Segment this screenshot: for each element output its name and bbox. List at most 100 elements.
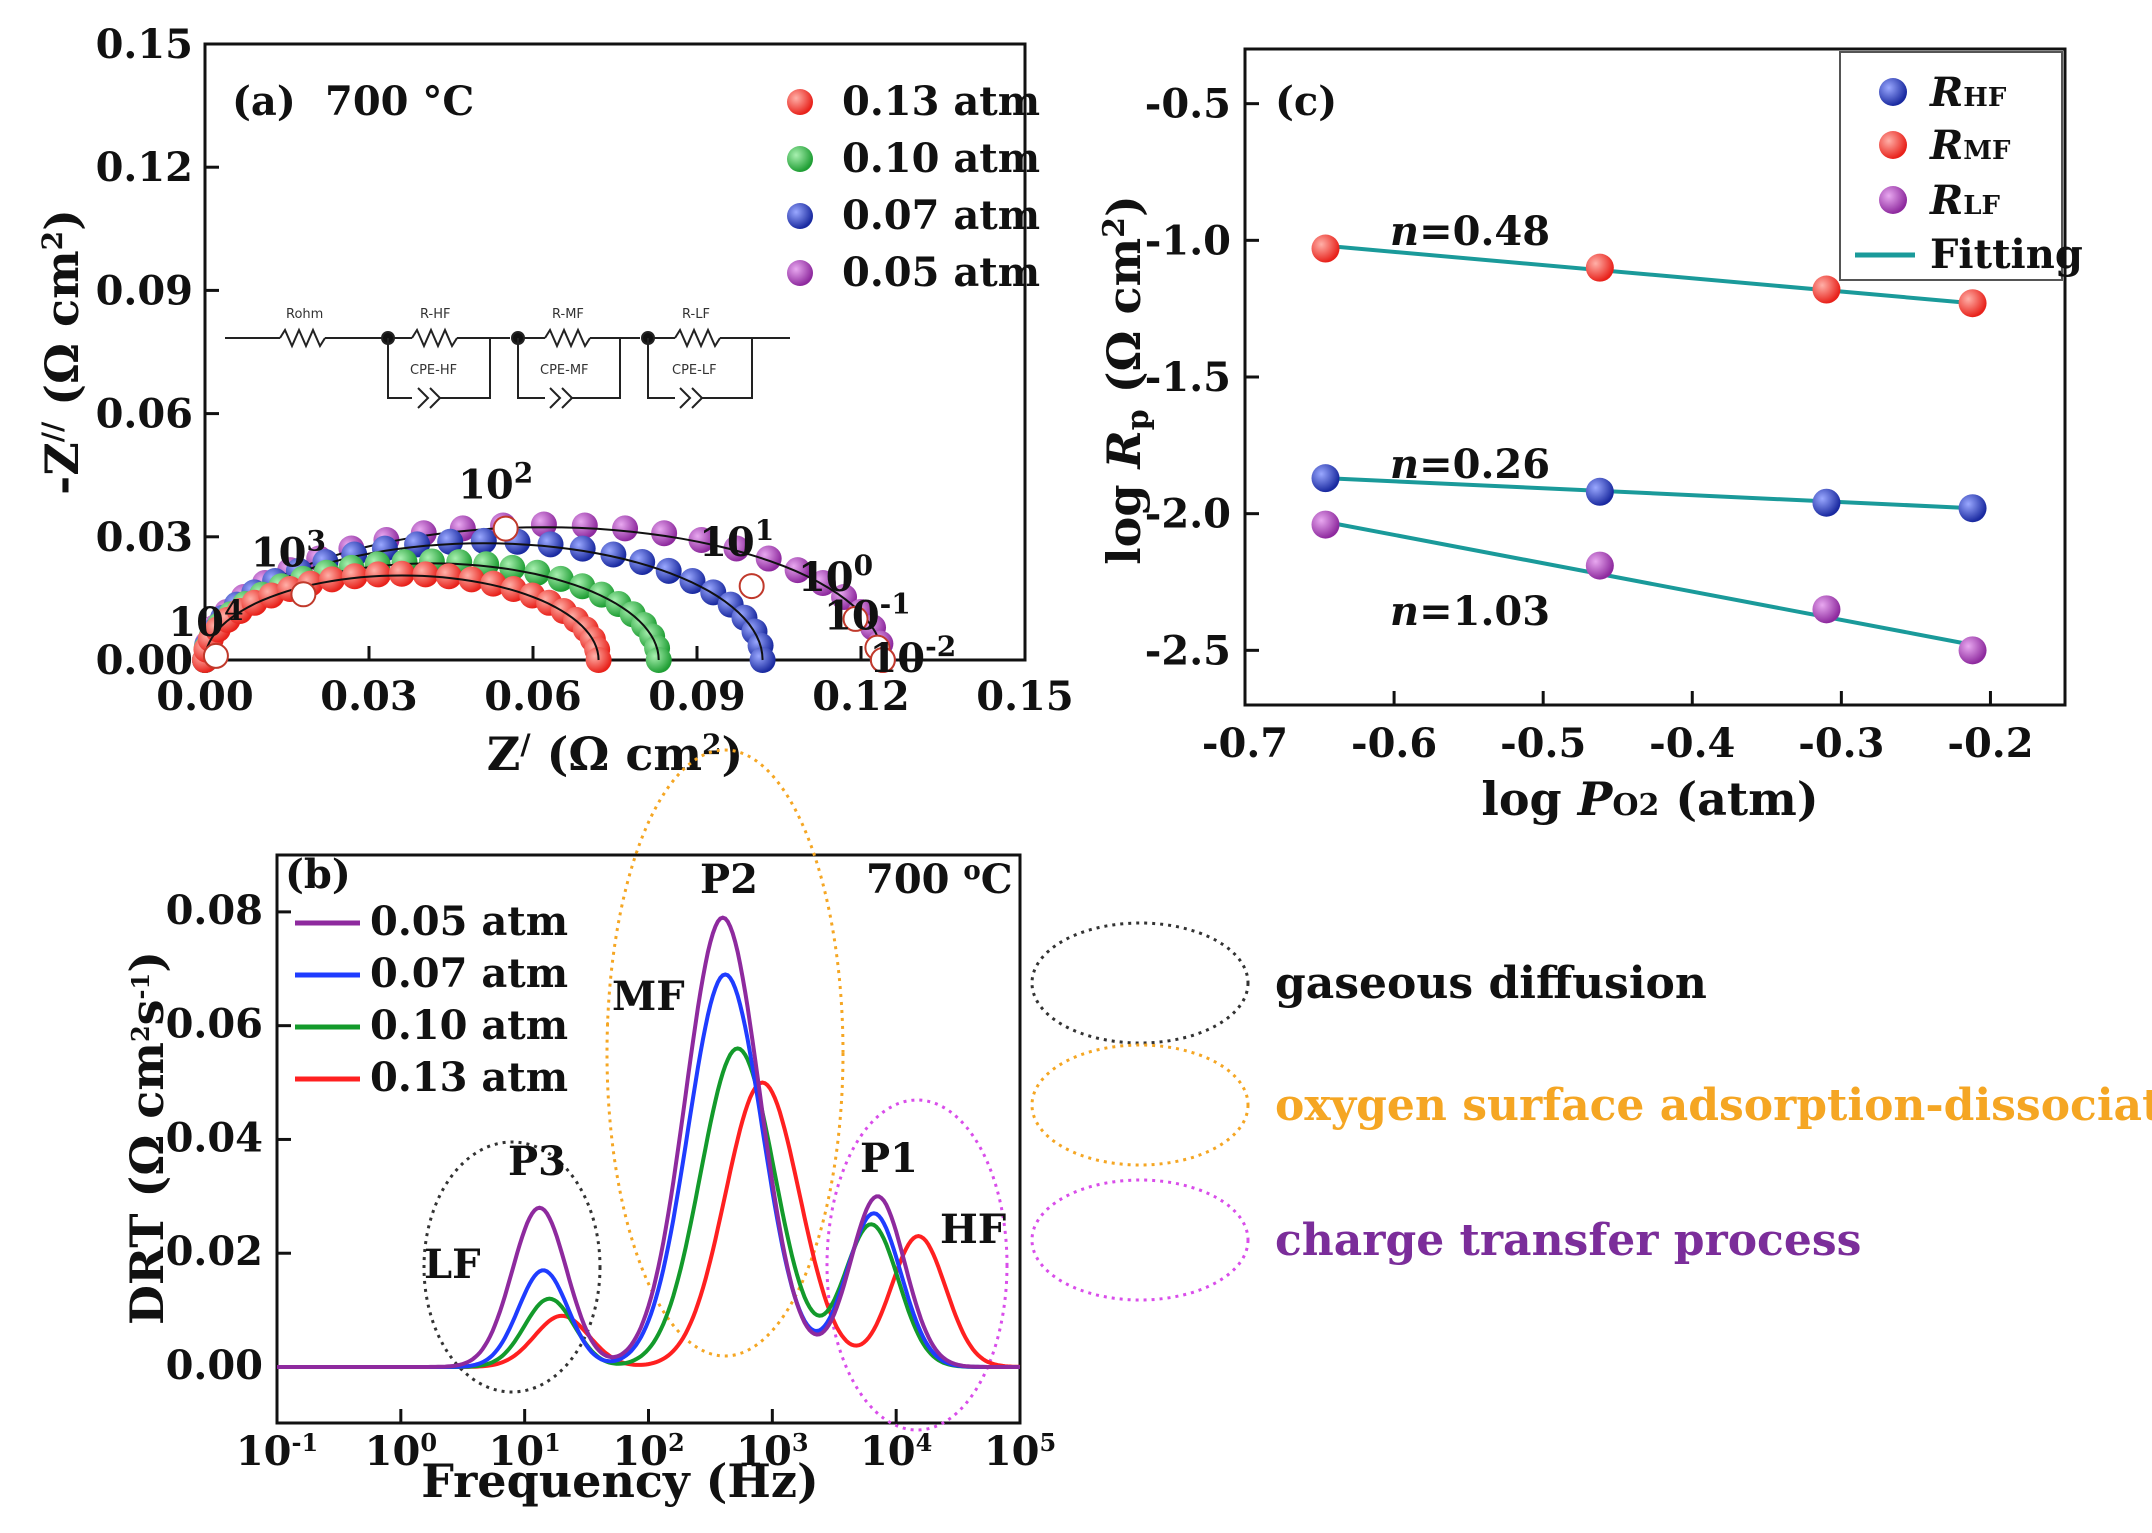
b-xtick-label: 104 (860, 1428, 932, 1475)
a-xtick-label: 0.15 (976, 673, 1073, 720)
b-xtick-label: 10-1 (236, 1428, 318, 1475)
legend-rlf-marker (1879, 186, 1907, 214)
c-point-RHF (1958, 494, 1987, 523)
process-legend: gaseous diffusion oxygen surface adsorpt… (1030, 921, 2152, 1302)
c-point-RHF (1585, 477, 1614, 506)
a-xtick-label: 0.06 (484, 673, 581, 720)
circuit-label-cpelf: CPE-LF (672, 363, 717, 378)
b-curve-005atm (277, 915, 1020, 1369)
c-xtick-label: -0.5 (1500, 720, 1586, 767)
a-xtick-label: 0.03 (320, 673, 417, 720)
oxy-ellipse (1030, 1043, 1250, 1167)
legend-marker-007 (787, 203, 813, 229)
hf-ellipse (825, 1098, 1009, 1432)
legend-marker-005 (787, 260, 813, 286)
circuit-label-cpemf: CPE-MF (540, 363, 589, 378)
c-ytick-label: -2.5 (1145, 627, 1231, 674)
c-xtick-label: -0.6 (1351, 720, 1437, 767)
gas-ellipse (1030, 921, 1250, 1045)
a-point-005atm (688, 527, 715, 554)
c-fit-RHF (1325, 476, 1973, 511)
a-point-005atm (755, 545, 782, 572)
c-point-RHF (1311, 464, 1340, 493)
panel-c-ticks: -0.7 -0.6 -0.5 -0.4 -0.3 -0.2 -0.5 -1.0 -1.5 -2.0… (1145, 81, 2034, 767)
n-label-mf: n=0.48 (1390, 208, 1550, 255)
a-point-013atm (388, 560, 415, 587)
a-point-005atm (784, 557, 811, 584)
panel-c-points (1311, 234, 1987, 665)
c-point-RHF (1812, 488, 1841, 517)
a-fit-line (204, 574, 600, 661)
c-point-RMF (1311, 234, 1340, 263)
c-fit-RMF (1325, 243, 1973, 306)
n-label-lf: n=1.03 (1390, 588, 1550, 635)
circuit-label-rhf: R-HF (420, 307, 450, 322)
panel-c-ylabel: log Rp (Ω cm2) (1097, 195, 1156, 565)
a-point-010atm (645, 647, 672, 673)
equivalent-circuit (225, 327, 790, 409)
freq-marker (290, 581, 317, 608)
panel-b-curves (277, 915, 1021, 1369)
legend-label-007: 0.07 atm (842, 192, 1040, 239)
freq-marker (492, 515, 519, 542)
a-point-007atm (600, 541, 627, 568)
a-xtick-label: 0.09 (648, 673, 745, 720)
panel-a-label: (a) (232, 78, 296, 125)
panel-b-legend: 0.05 atm 0.07 atm 0.10 atm 0.13 atm (295, 898, 568, 1101)
panel-c-label: (c) (1275, 78, 1337, 125)
panel-b: 10-1 100 101 102 103 104 1050.000.020.040.060.… (120, 748, 1056, 1508)
c-point-RLF (1812, 595, 1841, 624)
panel-c-legend: RHF RMF RLF Fitting (1839, 51, 2083, 281)
b-ytick-label: 0.04 (166, 1114, 263, 1161)
a-ytick-label: 0.12 (96, 144, 193, 191)
panel-a-legend: 0.13 atm 0.10 atm 0.07 atm 0.05 atm (787, 78, 1040, 296)
freq-marker-label: 104 (168, 594, 243, 646)
c-ytick-label: -2.0 (1145, 491, 1231, 538)
a-ytick-label: 0.15 (96, 21, 193, 68)
a-point-005atm (723, 535, 750, 562)
legend-marker-013 (787, 89, 813, 115)
a-point-010atm (547, 565, 574, 592)
freq-marker (202, 642, 229, 669)
c-point-RMF (1958, 289, 1987, 318)
annot-lf: LF (424, 1241, 481, 1288)
legend-b-010-label: 0.10 atm (370, 1002, 568, 1049)
circuit-label-rlf: R-LF (682, 307, 710, 322)
a-point-007atm (629, 548, 656, 575)
panel-c: -0.7 -0.6 -0.5 -0.4 -0.3 -0.2 -0.5 -1.0 -1.5 -2.0… (1097, 47, 2083, 826)
a-point-007atm (470, 527, 497, 554)
a-point-005atm (530, 511, 557, 538)
annot-hf: HF (940, 1206, 1006, 1253)
a-point-005atm (651, 520, 678, 547)
freq-marker (842, 605, 869, 632)
a-point-013atm (480, 570, 507, 597)
legend-label-005: 0.05 atm (842, 249, 1040, 296)
panel-a-ticks: 0.00 0.03 0.06 0.09 0.12 0.15 0.00 0.03 0.06 0.09… (96, 21, 1074, 720)
legend-rlf-label: RLF (1929, 177, 2001, 224)
gas-text: gaseous diffusion (1275, 958, 1707, 1009)
panel-a-xlabel: Z/ (Ω cm2) (487, 727, 744, 781)
legend-rhf-label: RHF (1929, 69, 2007, 116)
charge-ellipse (1030, 1178, 1250, 1302)
annot-mf: MF (612, 973, 685, 1020)
a-point-013atm (458, 566, 485, 593)
panel-c-fit-lines (1325, 243, 1973, 647)
panel-c-legend-box (1839, 51, 2063, 281)
a-ytick-label: 0.03 (96, 514, 193, 561)
a-point-013atm (319, 566, 346, 593)
annot-p2: P2 (700, 856, 758, 903)
legend-rmf-label: RMF (1929, 122, 2011, 169)
c-fit-RLF (1325, 519, 1973, 647)
legend-b-005-label: 0.05 atm (370, 898, 568, 945)
a-point-013atm (435, 563, 462, 590)
circuit-label-rohm: Rohm (286, 307, 323, 322)
annot-p1: P1 (860, 1135, 918, 1182)
legend-rmf-marker (1879, 131, 1907, 159)
a-ytick-label: 0.00 (96, 637, 193, 684)
a-point-005atm (571, 512, 598, 539)
c-ytick-label: -0.5 (1145, 81, 1231, 128)
c-ytick-label: -1.0 (1145, 217, 1231, 264)
panel-b-temperature: 700 oC (866, 856, 1013, 903)
panel-b-xlabel: Frequency (Hz) (421, 1454, 819, 1508)
c-point-RMF (1812, 275, 1841, 304)
